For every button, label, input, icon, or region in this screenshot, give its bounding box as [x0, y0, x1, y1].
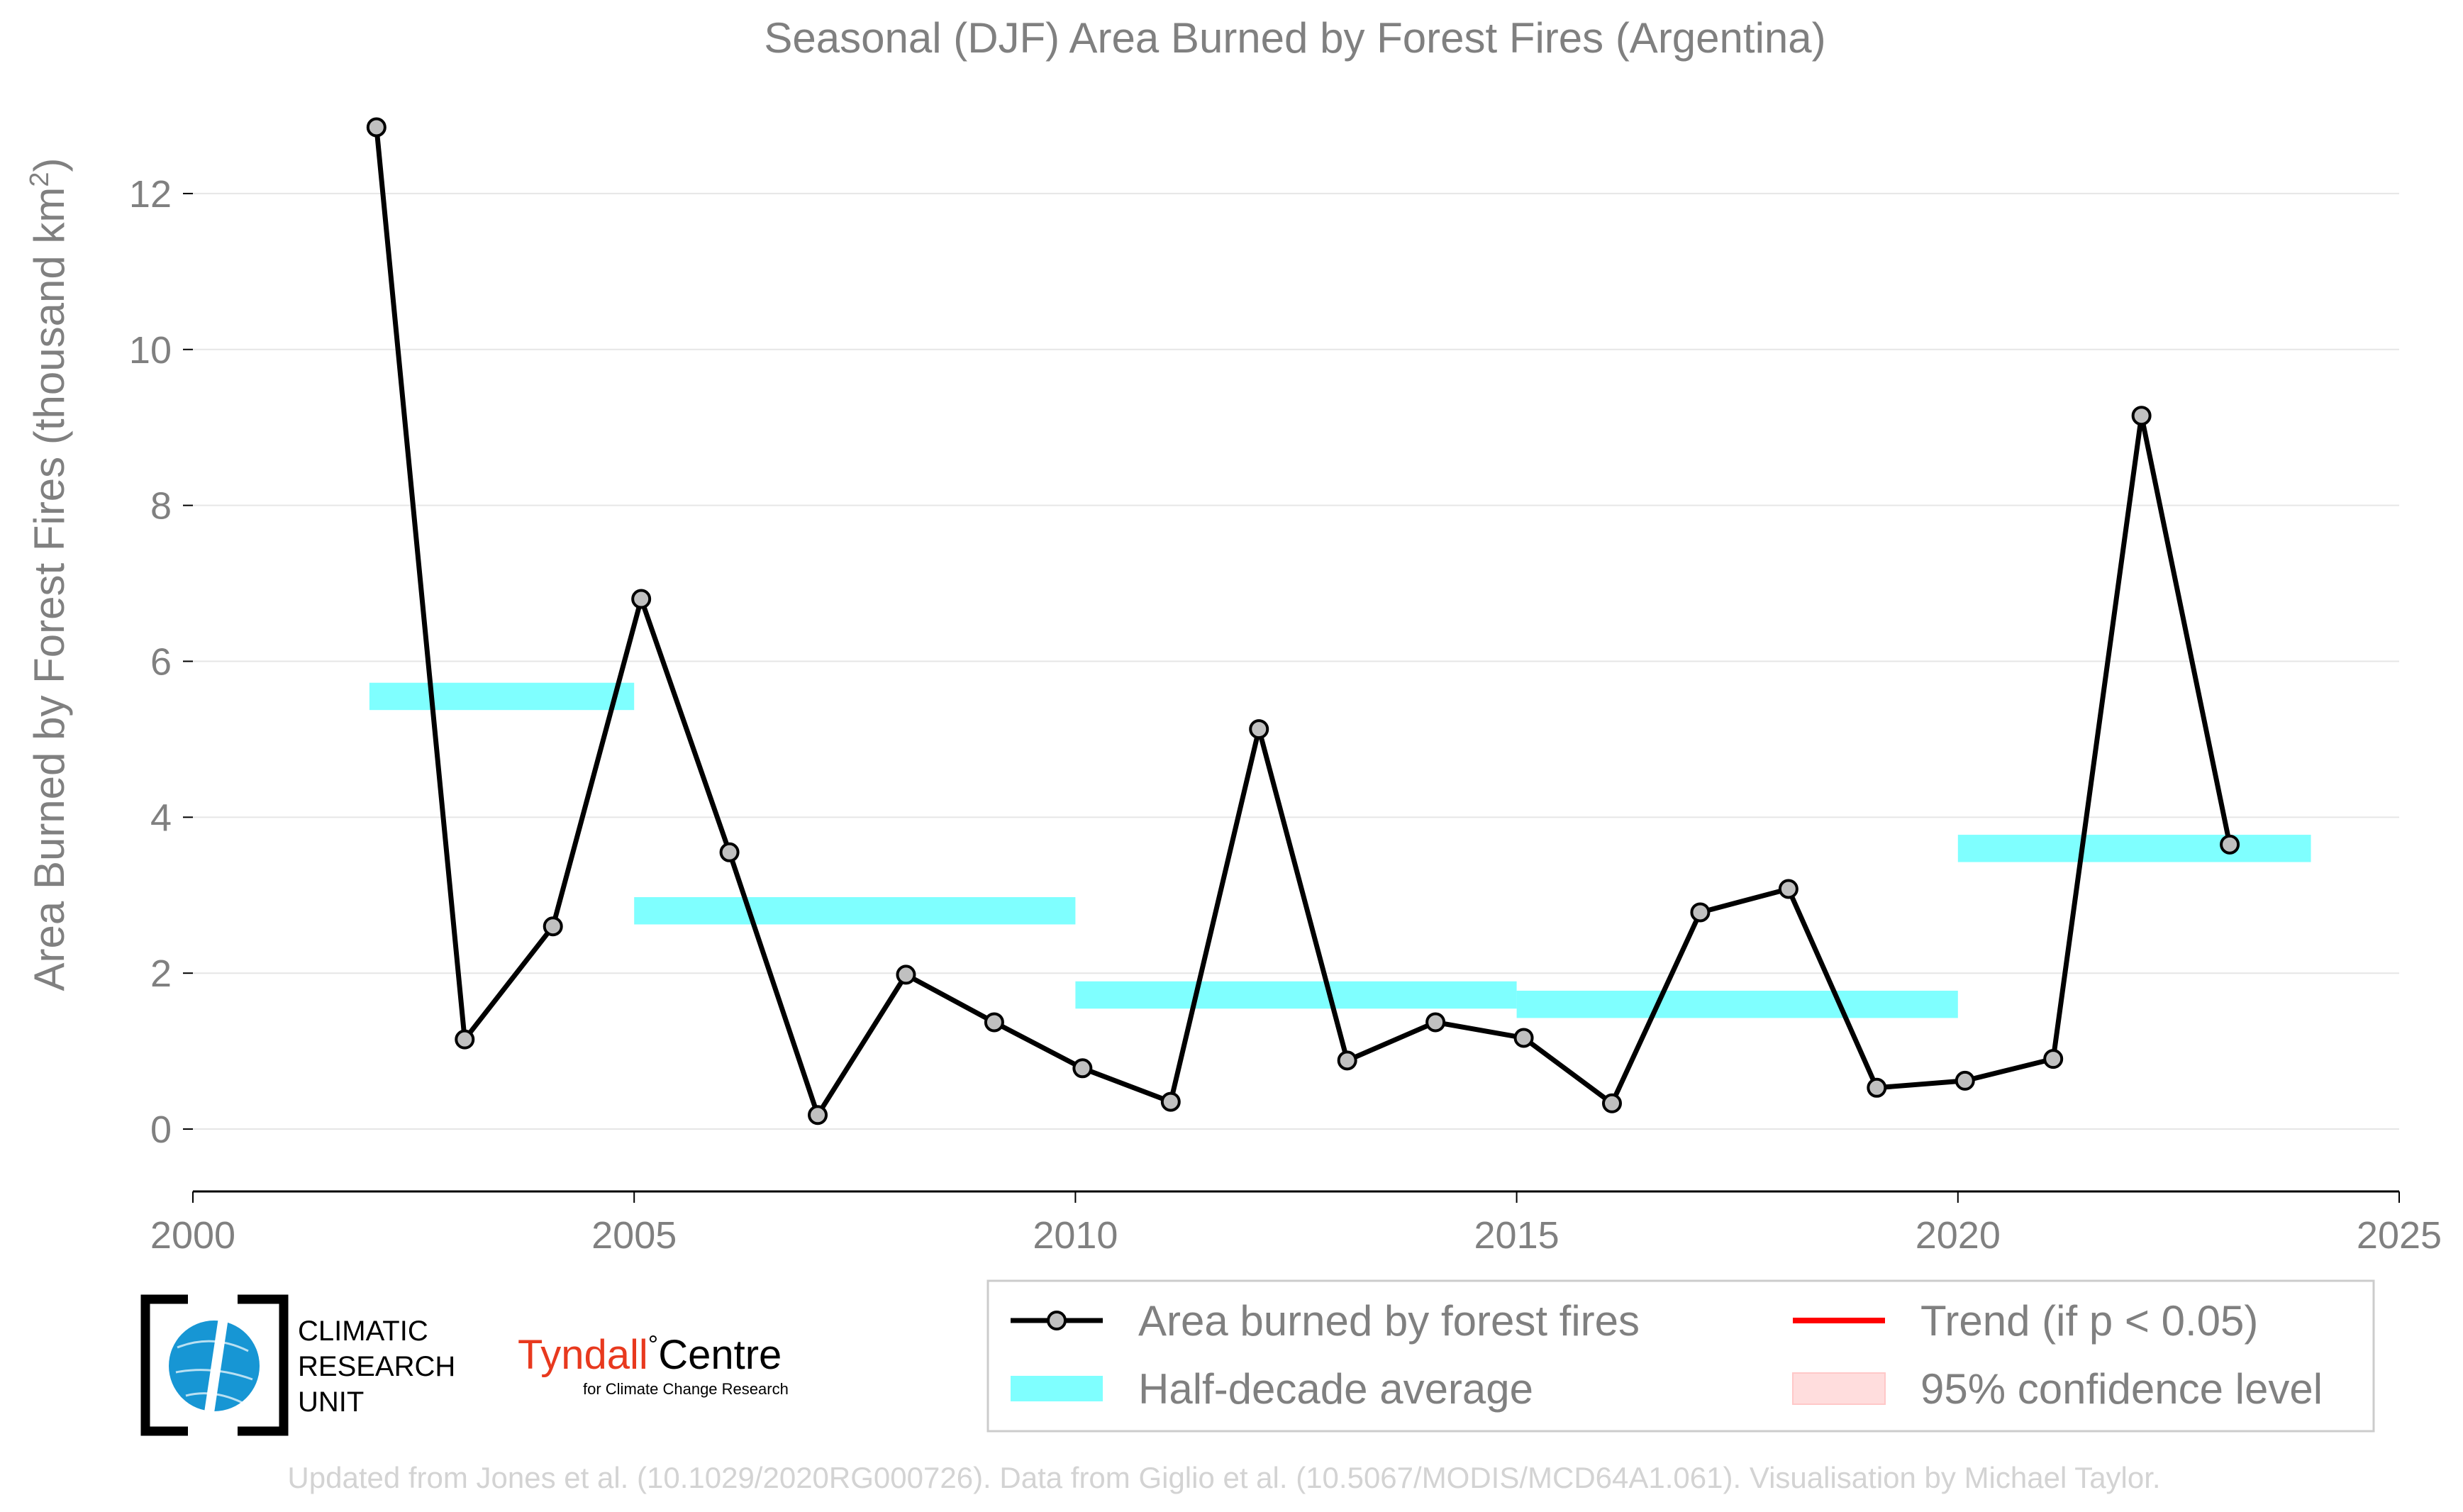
x-tick-label: 2005 — [591, 1214, 677, 1257]
y-tick-label: 10 — [129, 329, 172, 372]
data-point — [808, 1105, 828, 1125]
legend-box — [986, 1279, 2375, 1433]
tyndall-logo-subtitle: for Climate Change Research — [583, 1380, 789, 1398]
data-point — [1072, 1058, 1093, 1079]
data-point — [1955, 1070, 1975, 1091]
data-point — [1690, 902, 1711, 923]
cru-logo-line3: UNIT — [298, 1386, 364, 1418]
data-point — [1337, 1050, 1357, 1071]
data-point — [1160, 1091, 1181, 1112]
area-burned-series — [366, 117, 2240, 1125]
legend-swatch-patch — [1792, 1372, 1886, 1405]
legend-swatch-marker — [1047, 1311, 1067, 1330]
x-axis: 2000 2005 2010 2015 2020 2025 — [150, 1190, 2442, 1257]
y-tick-label: 12 — [129, 173, 172, 216]
data-point — [1425, 1012, 1446, 1033]
cru-logo-right-bracket — [238, 1294, 289, 1436]
y-tick-label: 2 — [150, 952, 172, 995]
data-point — [719, 842, 740, 862]
y-axis-label: Area Burned by Forest Fires (thousand km… — [25, 158, 73, 991]
data-point — [2220, 834, 2240, 855]
data-point — [1513, 1028, 1534, 1048]
half-decade-average-series — [369, 682, 2311, 1018]
cru-logo-line1: CLIMATIC — [298, 1316, 428, 1347]
data-point — [631, 589, 652, 609]
legend-label: Half-decade average — [1138, 1365, 1533, 1413]
legend-label: Area burned by forest fires — [1138, 1297, 1640, 1345]
half-decade-average-bar — [369, 682, 635, 711]
y-axis: 0 2 4 6 8 10 12 — [129, 173, 193, 1151]
x-tick-label: 2015 — [1474, 1214, 1559, 1257]
legend-label: Trend (if p < 0.05) — [1920, 1297, 2258, 1345]
tyndall-logo-text: Tyndall°Centre — [518, 1330, 782, 1378]
half-decade-average-bar — [634, 897, 1076, 925]
data-point — [2131, 406, 2152, 426]
data-point — [366, 117, 387, 138]
data-point — [1867, 1077, 1887, 1098]
y-tick-label: 0 — [150, 1108, 172, 1151]
legend-swatch-band — [1011, 1376, 1103, 1401]
cru-logo-line2: RESEARCH — [298, 1351, 455, 1382]
grid-lines — [193, 192, 2399, 1130]
chart-title: Seasonal (DJF) Area Burned by Forest Fir… — [764, 14, 1825, 62]
y-tick-label: 6 — [150, 640, 172, 683]
credit-text: Updated from Jones et al. (10.1029/2020R… — [287, 1461, 2160, 1494]
data-point — [2043, 1049, 2064, 1069]
legend-label: 95% confidence level — [1920, 1365, 2323, 1413]
x-tick-label: 2020 — [1916, 1214, 2001, 1257]
y-tick-label: 4 — [150, 796, 172, 839]
data-point — [896, 965, 916, 985]
cru-logo-left-bracket — [140, 1294, 188, 1436]
data-point — [1249, 719, 1269, 740]
y-tick-label: 8 — [150, 485, 172, 528]
data-point — [1778, 879, 1798, 899]
half-decade-average-bar — [1075, 981, 1517, 1009]
data-point — [1601, 1093, 1622, 1113]
tyndall-logo: Tyndall°Centre for Climate Change Resear… — [518, 1330, 789, 1398]
half-decade-average-bar — [1957, 835, 2311, 862]
data-point — [455, 1029, 475, 1050]
x-tick-label: 2025 — [2357, 1214, 2442, 1257]
cru-logo: CLIMATIC RESEARCH UNIT — [140, 1293, 455, 1438]
data-point — [543, 916, 563, 937]
legend: Area burned by forest fires Trend (if p <… — [986, 1279, 2375, 1433]
data-point — [984, 1012, 1004, 1033]
x-tick-label: 2000 — [150, 1214, 235, 1257]
area-burned-line — [374, 127, 2233, 1118]
x-tick-label: 2010 — [1033, 1214, 1118, 1257]
half-decade-average-bar — [1516, 990, 1958, 1018]
